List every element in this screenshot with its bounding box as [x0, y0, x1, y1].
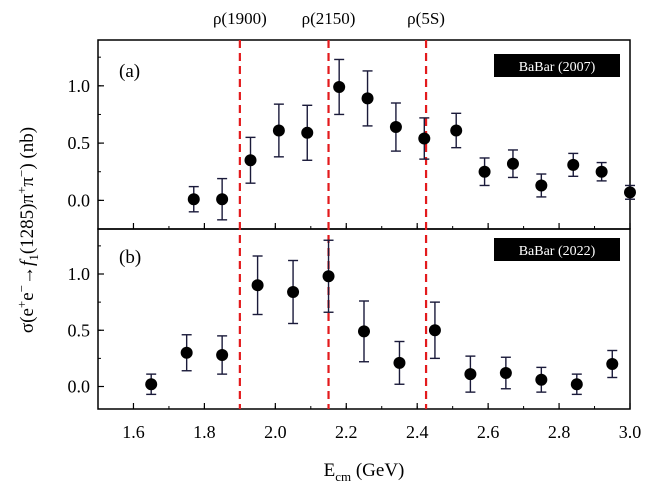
legend-badge-a — [494, 54, 620, 77]
data-point-a — [595, 161, 608, 182]
panel-a-tag: (a) — [119, 61, 140, 82]
x-tick-label: 1.6 — [122, 422, 145, 442]
data-point-b — [251, 255, 264, 316]
marker — [216, 349, 229, 361]
resonance-label: ρ(5S) — [407, 9, 445, 28]
data-point-a — [244, 136, 257, 184]
marker — [187, 193, 200, 206]
data-point-a — [478, 157, 491, 187]
y-tick-label: 0.5 — [68, 320, 91, 340]
marker — [570, 378, 583, 391]
data-point-b — [322, 239, 335, 313]
y-tick-label: 1.0 — [68, 76, 91, 96]
resonance-label: ρ(2150) — [302, 9, 356, 28]
data-point-b — [570, 373, 583, 396]
data-point-a — [361, 70, 374, 127]
x-tick-label: 2.0 — [264, 422, 287, 442]
marker — [428, 324, 441, 337]
y-tick-label: 1.0 — [68, 264, 91, 284]
y-tick-label: 0.5 — [68, 133, 91, 153]
data-points — [145, 58, 636, 396]
marker — [567, 158, 580, 171]
data-point-a — [450, 112, 463, 149]
x-tick-label: 2.8 — [548, 422, 571, 442]
marker — [506, 157, 519, 170]
data-point-b — [393, 340, 406, 385]
marker — [301, 126, 314, 139]
data-point-a — [216, 177, 229, 221]
marker — [216, 193, 229, 206]
panel-b-tag: (b) — [119, 247, 141, 268]
marker — [499, 367, 512, 379]
marker — [624, 186, 636, 199]
marker — [180, 346, 193, 359]
marker — [478, 165, 491, 178]
marker — [418, 132, 431, 145]
marker — [272, 124, 285, 137]
marker — [606, 358, 619, 370]
marker — [145, 378, 158, 391]
data-point-b — [428, 301, 441, 360]
marker — [251, 279, 264, 292]
marker — [361, 92, 374, 105]
data-point-a — [389, 102, 402, 152]
marker — [244, 154, 257, 167]
data-point-a — [301, 104, 314, 161]
marker — [535, 179, 548, 192]
legend-a: BaBar (2007) — [519, 60, 596, 75]
marker — [535, 373, 548, 386]
data-point-b — [535, 366, 548, 393]
x-tick-label: 1.8 — [193, 422, 216, 442]
data-point-b — [499, 356, 512, 390]
data-point-a — [187, 185, 200, 213]
x-tick-label: 2.6 — [477, 422, 500, 442]
data-point-b — [464, 355, 477, 393]
resonance-lines — [238, 40, 428, 409]
marker — [358, 325, 370, 338]
marker — [389, 121, 402, 134]
data-point-a — [567, 152, 580, 178]
x-axis-label: Ecm (GeV) — [324, 460, 405, 484]
marker — [450, 124, 463, 137]
panel-b-frame — [97, 228, 631, 410]
marker — [464, 368, 477, 381]
y-tick-label: 0.0 — [68, 377, 91, 397]
data-point-a — [418, 117, 431, 160]
y-tick-label: 0.0 — [68, 190, 91, 210]
marker — [322, 270, 335, 283]
x-tick-label: 2.2 — [335, 422, 358, 442]
marker — [595, 165, 608, 178]
data-point-b — [145, 373, 158, 396]
y-axis-label: σ(e+e−→f1(1285)π+π−) (nb) — [14, 127, 41, 333]
data-point-b — [180, 334, 193, 372]
legend-b: BaBar (2022) — [519, 244, 596, 259]
marker — [393, 356, 406, 369]
marker — [333, 80, 346, 93]
data-point-b — [287, 259, 300, 325]
axis-ticks: 1.6 1.8 2.0 2.2 2.4 2.6 2.8 3.0 0.0 0.5 1.0 0.0 0.5 1… — [68, 56, 642, 442]
data-point-a — [506, 149, 519, 179]
data-point-a — [272, 103, 285, 158]
data-point-b — [216, 335, 229, 375]
marker — [287, 286, 300, 298]
x-tick-label: 2.4 — [406, 422, 429, 442]
data-point-b — [358, 300, 370, 363]
resonance-label: ρ(1900) — [213, 9, 267, 28]
data-point-a — [333, 58, 346, 116]
legend-badge-b — [494, 238, 620, 261]
data-point-a — [535, 173, 548, 198]
x-tick-label: 3.0 — [619, 422, 642, 442]
data-point-a — [624, 184, 636, 200]
data-point-b — [606, 349, 619, 379]
